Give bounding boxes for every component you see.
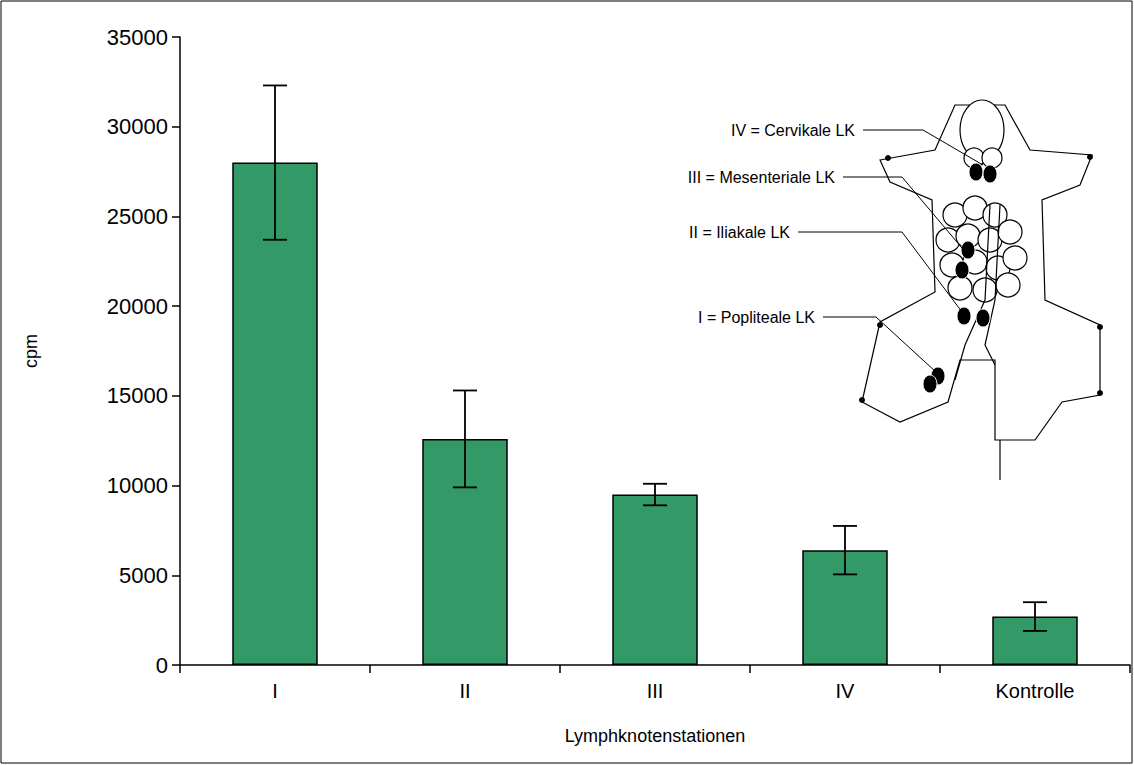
svg-text:I: I (272, 680, 278, 702)
svg-text:IV: IV (836, 680, 856, 702)
svg-text:III: III (647, 680, 664, 702)
svg-text:II: II (459, 680, 470, 702)
svg-text:30000: 30000 (107, 114, 168, 139)
svg-text:IV = Cervikale LK: IV = Cervikale LK (731, 122, 855, 139)
svg-text:II = Iliakale LK: II = Iliakale LK (689, 224, 790, 241)
svg-text:20000: 20000 (107, 294, 168, 319)
svg-text:cpm: cpm (21, 334, 41, 368)
svg-text:15000: 15000 (107, 383, 168, 408)
svg-text:Kontrolle: Kontrolle (996, 680, 1075, 702)
svg-text:25000: 25000 (107, 204, 168, 229)
svg-text:5000: 5000 (119, 563, 168, 588)
svg-text:0: 0 (156, 653, 168, 678)
svg-text:I = Popliteale LK: I = Popliteale LK (698, 309, 815, 326)
svg-text:Lymphknotenstationen: Lymphknotenstationen (565, 726, 745, 746)
svg-text:10000: 10000 (107, 473, 168, 498)
svg-text:III = Mesenteriale LK: III = Mesenteriale LK (688, 169, 836, 186)
svg-text:35000: 35000 (107, 25, 168, 50)
